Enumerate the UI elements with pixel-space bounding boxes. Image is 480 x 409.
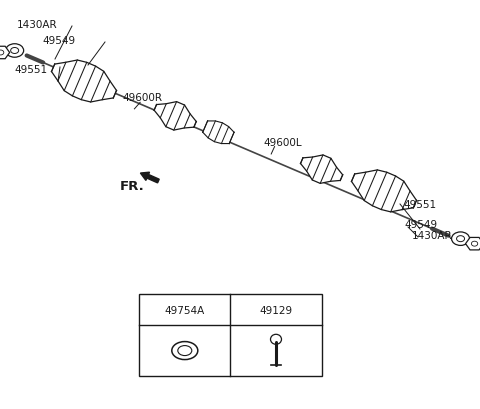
Text: FR.: FR. [120, 180, 145, 193]
Text: 49549: 49549 [42, 36, 75, 46]
Bar [139, 294, 322, 376]
Ellipse shape [11, 48, 19, 54]
Text: 49551: 49551 [14, 65, 48, 74]
Polygon shape [203, 121, 234, 144]
Text: 49551: 49551 [403, 200, 436, 209]
Ellipse shape [456, 236, 465, 242]
Polygon shape [0, 47, 10, 60]
Text: 49129: 49129 [259, 305, 293, 315]
Ellipse shape [0, 51, 4, 56]
Ellipse shape [172, 342, 198, 360]
Ellipse shape [452, 232, 469, 246]
Text: 49600L: 49600L [263, 137, 301, 147]
Text: 49600R: 49600R [122, 93, 162, 103]
Polygon shape [466, 238, 480, 250]
Ellipse shape [471, 242, 478, 247]
Ellipse shape [178, 346, 192, 356]
Polygon shape [351, 171, 417, 212]
Text: 1430AR: 1430AR [412, 230, 453, 240]
Ellipse shape [271, 335, 281, 344]
Ellipse shape [6, 45, 24, 58]
Polygon shape [51, 61, 117, 103]
Text: 49754A: 49754A [165, 305, 205, 315]
FancyArrow shape [140, 173, 159, 183]
Polygon shape [154, 102, 196, 131]
Text: 1430AR: 1430AR [17, 20, 58, 29]
Text: 49549: 49549 [405, 219, 438, 229]
Polygon shape [300, 155, 343, 184]
